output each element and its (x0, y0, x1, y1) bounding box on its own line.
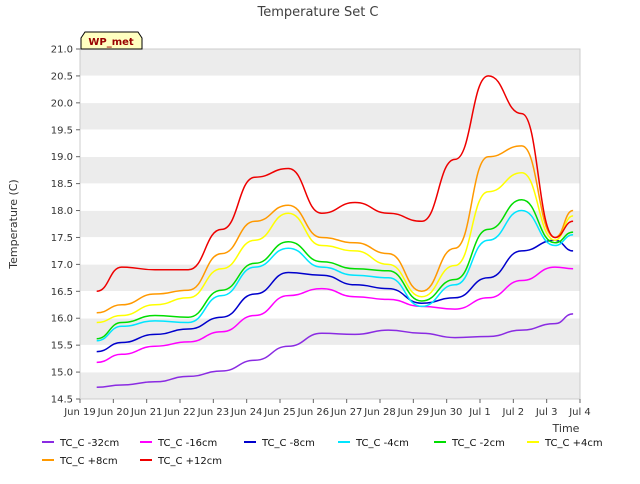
y-tick-label: 20.5 (51, 71, 73, 82)
legend-label-tc-c-2cm: TC_C -2cm (451, 438, 505, 449)
series-line-tc-c-8cm (96, 239, 574, 353)
x-tick-label: Jun 23 (197, 407, 230, 418)
y-tick-label: 14.5 (51, 395, 73, 406)
x-tick-label: Jul 1 (468, 407, 491, 418)
series-line-tc-c-4cm (96, 172, 574, 324)
grid-band (80, 210, 580, 238)
x-tick-label: Jul 4 (568, 407, 591, 418)
x-tick-label: Jul 3 (535, 407, 558, 418)
legend-label-tc-c-4cm: TC_C -4cm (355, 438, 409, 449)
x-tick-label: Jun 28 (363, 407, 396, 418)
x-tick-label: Jun 24 (230, 407, 263, 418)
badge-shape (80, 31, 143, 50)
x-axis-label: Time (552, 422, 580, 435)
y-tick-label: 18.5 (51, 179, 73, 190)
x-tick-label: Jun 26 (297, 407, 330, 418)
series-line-tc-c-8cm (96, 145, 574, 314)
x-tick-label: Jun 29 (397, 407, 430, 418)
y-tick-label: 17.0 (51, 260, 73, 271)
y-tick-label: 19.5 (51, 125, 73, 136)
x-tick-label: Jun 20 (97, 407, 130, 418)
y-tick-label: 16.0 (51, 314, 73, 325)
plot-frame (79, 48, 581, 400)
x-tick-label: Jun 21 (130, 407, 163, 418)
series-line-tc-c-4cm (96, 209, 574, 342)
legend-label-tc-c-8cm: TC_C +8cm (59, 456, 118, 467)
x-tick-label: Jun 27 (330, 407, 363, 418)
wp-met-badge: WP_met (80, 31, 143, 50)
legend-label-tc-c-16cm: TC_C -16cm (157, 438, 217, 449)
x-tick-label: Jun 19 (63, 407, 96, 418)
series-line-tc-c-16cm (96, 266, 574, 364)
legend-label-tc-c-4cm: TC_C +4cm (544, 438, 603, 449)
y-tick-label: 21.0 (51, 45, 73, 56)
y-tick-label: 18.0 (51, 206, 73, 217)
legend-label-tc-c-32cm: TC_C -32cm (59, 438, 119, 449)
series-line-tc-c-32cm (96, 313, 574, 388)
grid-band (80, 102, 580, 130)
legend-label-tc-c-8cm: TC_C -8cm (261, 438, 315, 449)
grid-band (80, 318, 580, 346)
x-tick-label: Jun 30 (430, 407, 463, 418)
y-tick-label: 15.5 (51, 341, 73, 352)
x-tick-label: Jul 2 (502, 407, 525, 418)
series-line-tc-c-2cm (96, 199, 574, 340)
legend: TC_C -32cm TC_C -16cm TC_C -8cm TC_C -4cm TC… (42, 438, 603, 467)
y-tick-label: 20.0 (51, 98, 73, 109)
grid-band (80, 49, 580, 76)
axes: 14.5 15.0 15.5 16.0 16.5 17.0 17.5 18.0 18.5 19.0… (51, 45, 591, 419)
y-tick-label: 15.0 (51, 368, 73, 379)
grid-band (80, 156, 580, 184)
series-line-tc-c-12cm (96, 75, 574, 293)
chart-title: Temperature Set C (256, 5, 378, 20)
legend-label-tc-c-12cm: TC_C +12cm (157, 456, 222, 467)
series-layer (96, 75, 574, 388)
y-tick-label: 17.5 (51, 233, 73, 244)
x-tick-label: Jun 25 (263, 407, 296, 418)
y-axis-label: Temperature (C) (7, 179, 20, 269)
grid-band (80, 372, 580, 399)
x-tick-label: Jun 22 (163, 407, 196, 418)
y-tick-label: 19.0 (51, 152, 73, 163)
grid-bands (80, 49, 580, 399)
y-tick-label: 16.5 (51, 287, 73, 298)
badge-label: WP_met (88, 37, 134, 48)
